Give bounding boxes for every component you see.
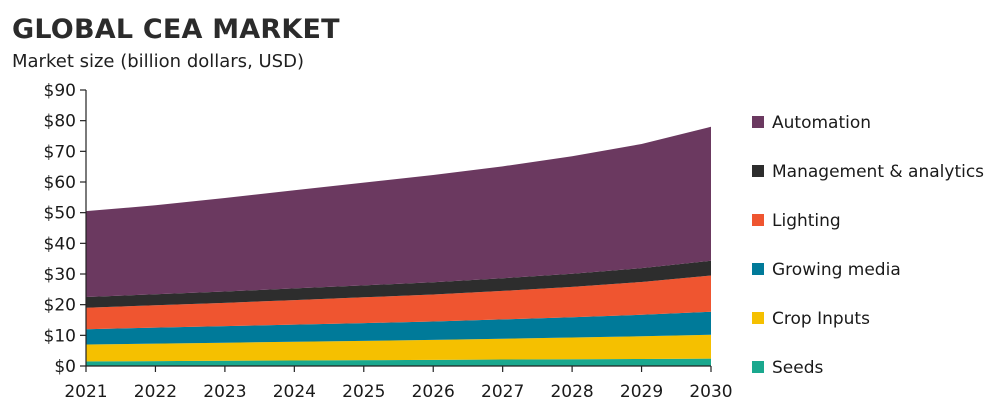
y-tick-label: $90 [44, 81, 76, 101]
x-tick-label: 2027 [481, 382, 524, 402]
legend-item-automation: Automation [752, 113, 871, 133]
chart-subtitle: Market size (billion dollars, USD) [12, 51, 304, 72]
legend-item-lighting: Lighting [752, 211, 841, 231]
axes-group: $0 $10 $20 $30 $40 $50 $60 $70 $80 $90 2021 2022 202… [44, 81, 733, 402]
y-tick-label: $0 [54, 357, 76, 377]
legend-item-crop-inputs: Crop Inputs [752, 309, 870, 329]
y-tick-label: $40 [44, 234, 76, 254]
y-tick-label: $80 [44, 112, 76, 132]
chart-title: GLOBAL CEA MARKET [12, 14, 340, 45]
legend-label: Management & analytics [772, 162, 984, 182]
x-tick-label: 2021 [64, 382, 107, 402]
legend-label: Seeds [772, 358, 824, 378]
legend-label: Lighting [772, 211, 841, 231]
area-lighting [86, 275, 711, 330]
legend-label: Growing media [772, 260, 901, 280]
legend-swatch [752, 263, 764, 275]
legend-swatch [752, 214, 764, 226]
y-tick-label: $70 [44, 142, 76, 162]
y-tick-label: $30 [44, 265, 76, 285]
area-seeds [86, 358, 711, 366]
x-tick-label: 2030 [689, 382, 732, 402]
legend-item-growing-media: Growing media [752, 260, 901, 280]
legend-swatch [752, 312, 764, 324]
legend-label: Crop Inputs [772, 309, 870, 329]
x-tick-label: 2024 [273, 382, 316, 402]
y-tick-label: $10 [44, 326, 76, 346]
x-tick-label: 2025 [342, 382, 385, 402]
x-tick-label: 2022 [134, 382, 177, 402]
area-crop-inputs [86, 334, 711, 362]
area-management-analytics [86, 260, 711, 308]
legend-swatch [752, 361, 764, 373]
x-tick-label: 2023 [203, 382, 246, 402]
x-tick-label: 2029 [620, 382, 663, 402]
legend: Automation Management & analytics Lighting… [752, 113, 984, 378]
legend-swatch [752, 116, 764, 128]
legend-item-seeds: Seeds [752, 358, 824, 378]
area-growing-media [86, 311, 711, 345]
area-series-group [86, 126, 711, 366]
legend-item-management-analytics: Management & analytics [752, 162, 984, 182]
y-tick-label: $20 [44, 296, 76, 316]
y-tick-label: $50 [44, 204, 76, 224]
y-tick-label: $60 [44, 173, 76, 193]
legend-label: Automation [772, 113, 871, 133]
area-automation [86, 126, 711, 297]
legend-swatch [752, 165, 764, 177]
x-tick-label: 2028 [550, 382, 593, 402]
x-tick-label: 2026 [412, 382, 455, 402]
